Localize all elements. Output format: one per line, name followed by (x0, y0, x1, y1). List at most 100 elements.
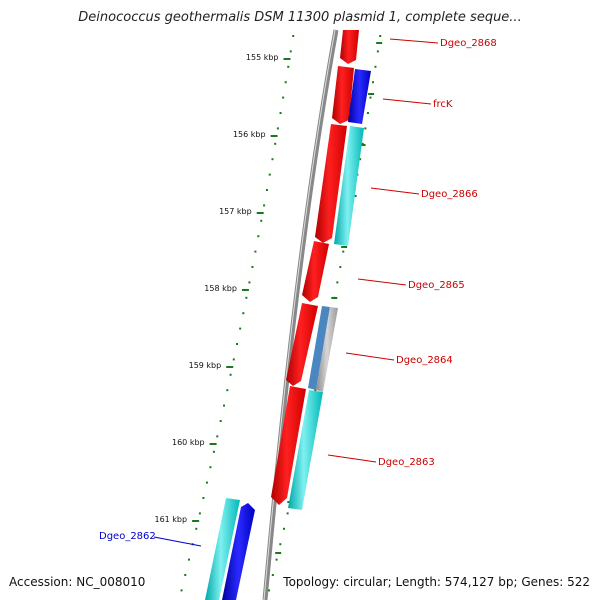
gene-label-dgeo-2863[interactable]: Dgeo_2863 (378, 457, 435, 468)
outer-tick-dot (226, 389, 229, 392)
outer-tick-dot (219, 420, 222, 422)
cds-dgeo-2866[interactable] (315, 124, 347, 243)
scale-tick-label: 158 kbp (204, 284, 237, 293)
cds-frck[interactable] (332, 66, 354, 124)
outer-tick-dot (289, 50, 292, 53)
inner-tick-dot (339, 266, 342, 268)
outer-tick-dot (242, 312, 245, 315)
outer-tick-dot (274, 142, 277, 145)
outer-tick-dot (236, 343, 239, 345)
outer-tick-dot (187, 558, 190, 561)
outer-tick-dot (212, 450, 215, 453)
outer-tick-dot (232, 358, 235, 361)
inner-major-tick (331, 297, 338, 299)
gene-label-dgeo-2865[interactable]: Dgeo_2865 (408, 280, 465, 291)
inner-tick-dot (374, 65, 377, 68)
inner-major-tick (275, 552, 282, 554)
outer-tick-dot (248, 281, 251, 284)
skew-dgeo-2863[interactable] (288, 390, 323, 510)
accession-label: Accession: NC_008010 (9, 575, 146, 589)
inner-major-tick (359, 144, 366, 146)
scale-tick-label: 161 kbp (154, 515, 187, 524)
inner-tick-dot (361, 142, 364, 145)
outer-tick-dot (251, 266, 254, 268)
gene-label-dgeo-2864[interactable]: Dgeo_2864 (396, 355, 453, 366)
inner-tick-dot (314, 389, 317, 392)
outer-tick-dot (216, 435, 219, 438)
inner-tick-dot (271, 574, 274, 576)
label-leaders (153, 38, 439, 547)
outer-tick-dot (257, 235, 260, 238)
gene-label-dgeo-2868[interactable]: Dgeo_2868 (440, 38, 497, 49)
inner-tick-dot (342, 250, 345, 253)
topology-summary: Topology: circular; Length: 574,127 bp; … (283, 575, 590, 589)
outer-tick-dot (254, 250, 257, 253)
major-tick-mark (192, 520, 200, 522)
scale-tick-label: 159 kbp (189, 361, 222, 370)
major-tick-mark (256, 212, 264, 214)
outer-tick-dot (245, 296, 248, 299)
outer-tick-dot (195, 527, 198, 530)
major-tick-mark (226, 366, 234, 368)
cds-dgeo-2864[interactable] (286, 303, 318, 386)
outer-tick-dot (202, 497, 205, 499)
feature-dgeo-2864-steel[interactable] (308, 306, 330, 390)
inner-tick-dot (369, 96, 372, 99)
outer-tick-dot (184, 574, 187, 576)
inner-major-tick (376, 42, 383, 44)
scale-ticks: 155 kbp 156 kbp 157 kbp 158 kbp 159 kbp 160 k… (154, 53, 291, 524)
outer-tick-dot (205, 481, 208, 484)
outer-tick-dot (282, 96, 285, 99)
feature-dgeo-2864-grey[interactable] (316, 307, 338, 392)
inner-tick-dot (336, 281, 339, 284)
outer-tick-dot (268, 173, 271, 176)
major-tick-mark (270, 135, 278, 137)
feature-dgeo-2862-blue[interactable] (222, 503, 255, 600)
scale-tick-label: 160 kbp (172, 438, 205, 447)
outer-tick-dot (265, 189, 268, 191)
cds-dgeo-2863[interactable] (271, 386, 306, 505)
scale-tick-label: 157 kbp (219, 207, 252, 216)
inner-tick-dot (286, 512, 289, 515)
gene-label-dgeo-2866[interactable]: Dgeo_2866 (421, 189, 478, 200)
backbone-highlight (263, 29, 336, 600)
backbone-line (262, 29, 339, 600)
outer-tick-dot (287, 65, 290, 68)
inner-tick-dot (371, 81, 374, 84)
skew-dgeo-2862[interactable] (205, 498, 240, 600)
gene-label-dgeo-2862[interactable]: Dgeo_2862 (99, 531, 156, 542)
major-tick-mark (283, 58, 291, 60)
inner-tick-dot (282, 527, 285, 530)
major-tick-mark (209, 443, 217, 445)
outer-tick-dot (229, 373, 232, 376)
outer-tick-dot (263, 204, 266, 207)
inner-tick-dot (359, 158, 362, 161)
outer-tick-dot (276, 127, 279, 130)
inner-major-tick (341, 246, 348, 248)
inner-major-tick (368, 93, 375, 95)
feature-frck-blue[interactable] (348, 69, 371, 124)
inner-tick-dot (364, 127, 367, 130)
inner-tick-dot (379, 35, 382, 37)
outer-tick-dot (292, 35, 295, 37)
outer-tick-dot (239, 327, 242, 330)
outer-tick-dot (223, 404, 226, 407)
outer-tick-dots (180, 35, 295, 592)
inner-tick-dot (366, 112, 369, 114)
outer-tick-dot (284, 81, 287, 84)
skew-dgeo-2866[interactable] (334, 126, 364, 246)
outer-tick-dot (260, 219, 263, 222)
inner-tick-dot (268, 589, 271, 592)
inner-tick-dot (279, 543, 282, 546)
cds-dgeo-2865[interactable] (302, 241, 329, 302)
major-tick-mark (241, 289, 249, 291)
cds-dgeo-2868[interactable] (340, 30, 359, 64)
scale-tick-label: 156 kbp (233, 130, 266, 139)
inner-tick-dot (376, 50, 379, 53)
map-title: Deinococcus geothermalis DSM 11300 plasm… (78, 10, 522, 25)
gene-label-frck[interactable]: frcK (433, 99, 453, 110)
outer-tick-dot (180, 589, 183, 592)
inner-tick-dot (275, 558, 278, 561)
outer-tick-dot (198, 512, 201, 515)
